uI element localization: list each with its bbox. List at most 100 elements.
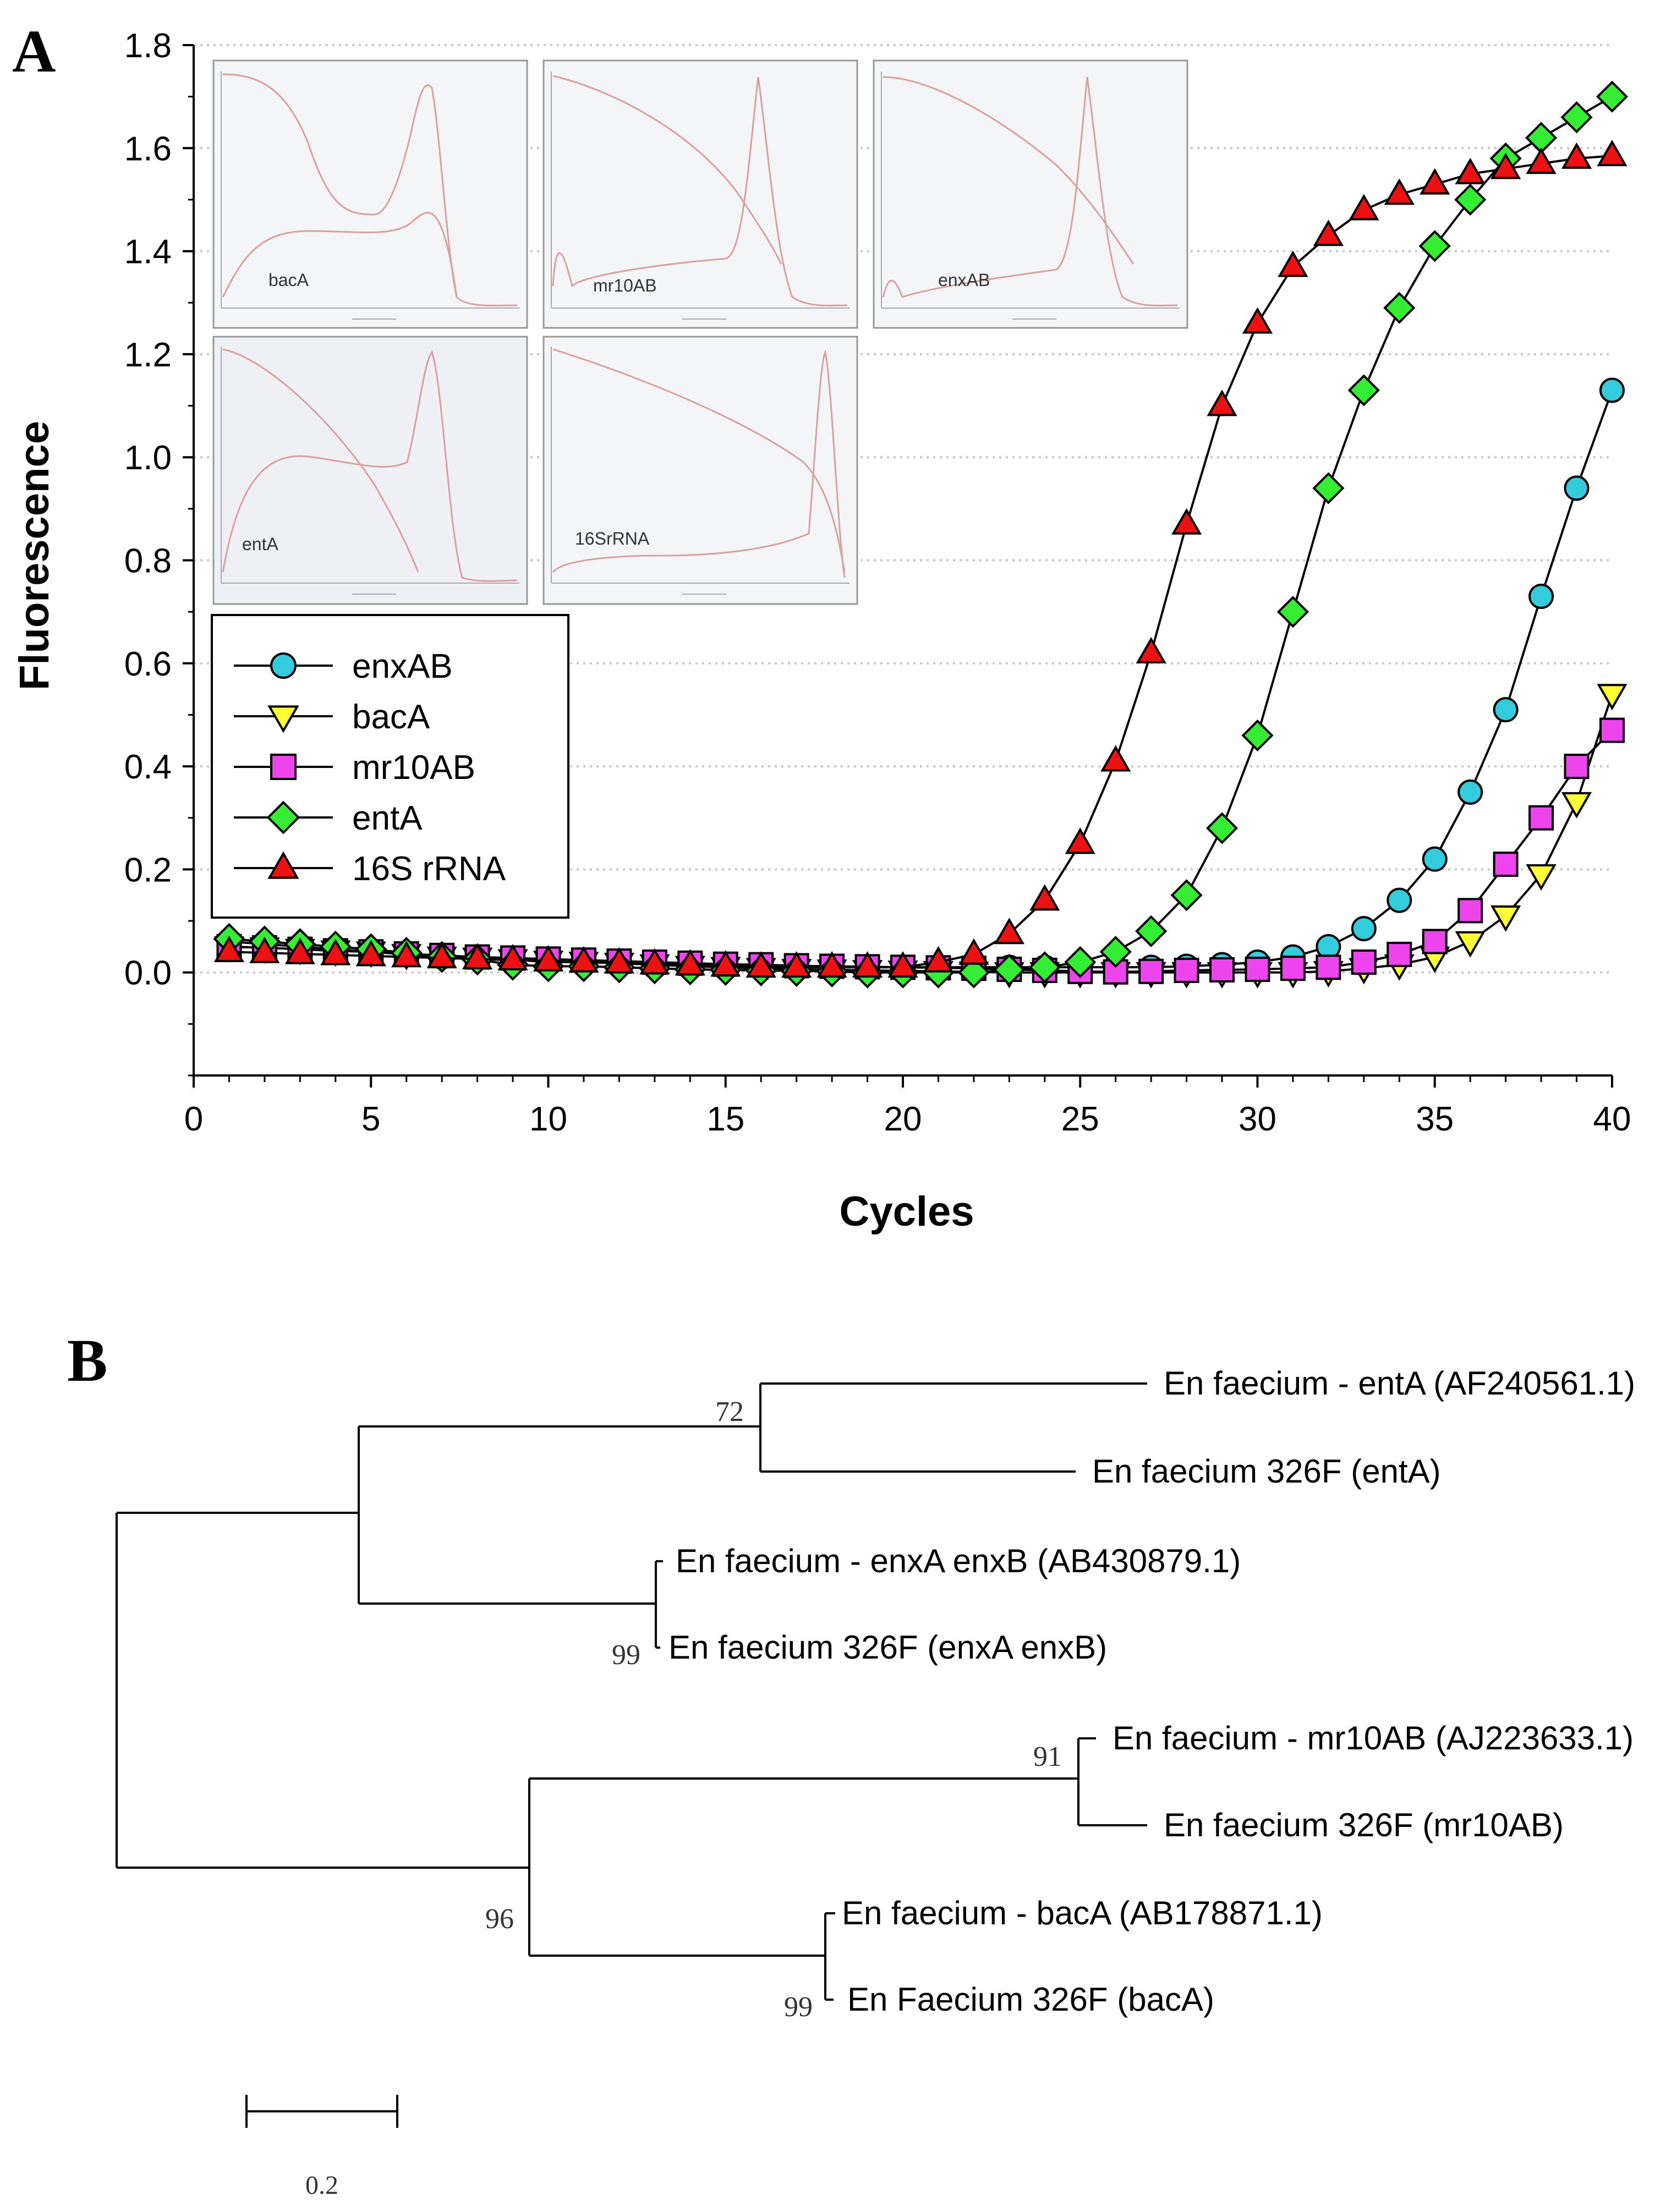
data-point [1384,178,1415,205]
data-point [462,943,493,970]
data-point [1138,958,1164,984]
data-point [1170,879,1203,912]
data-point [1599,377,1625,403]
x-tick-label: 10 [529,1100,567,1138]
legend-label: 16S rRNA [352,850,506,888]
melt-curve-insets: bacA mr10AB enxAB entA [212,59,1188,605]
scale-bar-label: 0.2 [305,2171,338,2200]
data-point [1493,852,1519,877]
y-tick-label: 1.8 [124,27,172,65]
data-point [957,956,990,989]
data-point [1245,957,1270,982]
data-point [1383,292,1416,324]
panel-b-label: B [67,1327,107,1394]
legend-label: entA [352,799,423,837]
data-point [1564,754,1590,780]
data-point [1349,194,1379,221]
legend-item: bacA [234,698,430,736]
leaf-label: En faecium 326F (mr10AB) [1164,1807,1564,1843]
y-tick-label: 1.0 [124,439,172,477]
bootstrap-value: 72 [715,1396,744,1428]
x-tick-label: 15 [706,1100,744,1138]
data-point [1420,168,1450,195]
data-point [994,918,1024,945]
data-point [1171,508,1202,535]
data-point [1174,957,1199,983]
data-point [781,951,812,978]
x-tick-label: 35 [1416,1100,1454,1138]
data-point [270,652,297,679]
data-point [746,951,776,978]
leaf-label: En Faecium 326F (bacA) [847,1981,1214,2018]
x-tick-label: 5 [361,1100,380,1138]
data-point [1422,929,1448,954]
inset-label: enxAB [938,270,990,290]
inset-entA: entA [212,336,528,605]
data-point [1493,697,1519,723]
data-point [284,937,315,964]
data-point [852,951,883,978]
data-point [1064,946,1097,979]
leaf-labels: En faecium - entA (AF240561.1) En faeciu… [668,1365,1635,2018]
scale-bar: 0.2 [245,2095,398,2200]
data-point [1316,954,1341,980]
data-point [213,936,245,963]
y-tick-label: 1.4 [124,233,172,271]
data-point [1278,250,1308,277]
data-point [1313,219,1344,246]
data-point [1418,230,1451,262]
data-point [267,851,299,879]
x-tick-label: 40 [1593,1100,1631,1138]
inset-bacA: bacA [212,59,528,329]
legend-label: mr10AB [352,749,475,787]
y-tick-label: 0.8 [124,542,172,580]
y-tick-label: 0.6 [124,645,172,683]
data-point [1280,956,1306,981]
data-point [1597,140,1627,167]
data-point [1242,307,1273,334]
data-point [1599,717,1625,743]
data-point [1490,905,1521,932]
legend-label: enxAB [352,647,453,685]
data-point [1597,684,1627,711]
x-tick-label: 25 [1061,1100,1099,1138]
inset-mr10AB: mr10AB [542,59,858,329]
leaf-label: En faecium 326F (enxA enxB) [668,1629,1107,1666]
data-point [533,945,564,971]
data-point [267,705,299,733]
leaf-label: En faecium - mr10AB (AJ223633.1) [1113,1720,1634,1757]
leaf-label: En faecium - entA (AF240561.1) [1164,1365,1635,1402]
y-tick-label: 1.6 [124,130,172,168]
data-point [1207,389,1237,416]
x-tick-label: 0 [184,1100,203,1138]
data-point [604,947,635,974]
axes [183,44,1613,1088]
data-point [355,940,386,967]
inset-enxAB: enxAB [873,59,1188,329]
data-point [1209,957,1235,983]
data-point [1100,745,1131,772]
legend-item: entA [234,799,423,837]
data-series [213,80,1629,989]
data-point [1457,898,1483,924]
data-point [1422,846,1448,872]
legend-item: 16S rRNA [234,850,506,888]
phylogenetic-tree [116,1382,1147,2001]
y-tick-label: 0.4 [124,748,172,786]
data-point [639,948,670,975]
data-point [1099,936,1132,968]
bootstrap-value: 99 [784,1991,813,2023]
panel-a-label: A [12,18,56,85]
data-point [1312,472,1345,504]
y-axis-title: Fluorescence [11,421,58,690]
data-point [1028,951,1061,984]
y-tick-label: 0.2 [124,851,172,889]
leaf-label: En faecium - bacA (AB178871.1) [842,1895,1323,1931]
data-point [266,800,300,835]
inset-label: 16SrRNA [575,529,650,548]
data-point [1564,475,1590,501]
leaf-label: En faecium - enxA enxB (AB430879.1) [676,1543,1241,1579]
data-point [1455,931,1486,958]
inset-16SrRNA: 16SrRNA [542,336,858,605]
data-point [1526,864,1557,891]
